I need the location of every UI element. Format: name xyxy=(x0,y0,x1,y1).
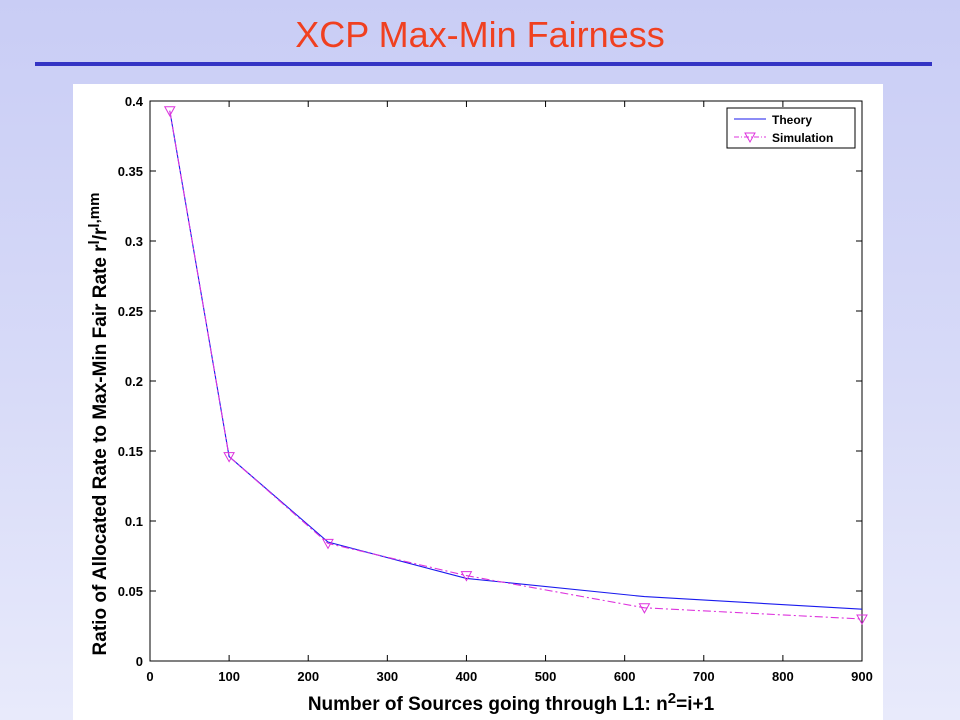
x-tick-label: 0 xyxy=(146,669,153,684)
y-tick-label: 0.15 xyxy=(118,444,143,459)
y-axis-label-mid: /r xyxy=(90,227,111,240)
y-tick-label: 0.2 xyxy=(125,374,143,389)
x-axis-label-main: Number of Sources going through L1: n xyxy=(308,694,668,715)
data-point-simulation xyxy=(163,106,176,117)
x-tick-label: 800 xyxy=(772,669,794,684)
legend: Theory Simulation xyxy=(726,107,856,149)
legend-label-simulation: Simulation xyxy=(772,131,833,145)
y-tick-label: 0.35 xyxy=(118,164,143,179)
x-tick-label: 400 xyxy=(456,669,478,684)
series-line-simulation xyxy=(169,110,863,620)
data-series xyxy=(163,106,868,626)
x-axis-label: Number of Sources going through L1: n2=i… xyxy=(308,690,715,715)
y-tick-label: 0.05 xyxy=(118,584,143,599)
data-point-simulation xyxy=(223,452,235,463)
data-point-simulation xyxy=(856,614,868,626)
y-axis-label: Ratio of Allocated Rate to Max-Min Fair … xyxy=(86,193,111,656)
y-axis-label-main: Ratio of Allocated Rate to Max-Min Fair … xyxy=(90,244,111,656)
axis-ticks: 0 100 200 300 400 500 600 700 800 900 0 0.05 0.1 0.15… xyxy=(118,94,873,684)
y-tick-label: 0 xyxy=(136,654,143,669)
x-axis-label-superscript: 2 xyxy=(668,690,676,707)
legend-label-theory: Theory xyxy=(772,113,812,127)
series-line-theory xyxy=(169,110,863,610)
data-point-simulation xyxy=(322,538,334,550)
x-tick-label: 900 xyxy=(851,669,873,684)
x-tick-label: 700 xyxy=(693,669,715,684)
y-tick-label: 0.3 xyxy=(125,234,143,249)
x-tick-label: 300 xyxy=(376,669,398,684)
y-tick-label: 0.25 xyxy=(118,304,143,319)
title-divider xyxy=(35,62,932,66)
x-tick-label: 600 xyxy=(614,669,636,684)
legend-box xyxy=(726,107,856,149)
plot-area xyxy=(149,100,863,662)
x-tick-label: 100 xyxy=(218,669,240,684)
x-tick-label: 200 xyxy=(297,669,319,684)
y-axis-label-sup2: l,mm xyxy=(86,193,103,228)
legend-marker-simulation xyxy=(744,132,756,144)
y-tick-label: 0.1 xyxy=(125,514,143,529)
x-tick-label: 500 xyxy=(535,669,557,684)
x-axis-label-tail: =i+1 xyxy=(676,694,714,715)
plot-panel: 0 100 200 300 400 500 600 700 800 900 0 0.05 0.1 0.15… xyxy=(73,84,883,720)
y-axis-label-sup: l xyxy=(86,240,103,244)
data-point-simulation xyxy=(638,603,651,614)
y-tick-label: 0.4 xyxy=(125,94,144,109)
chart: 0 100 200 300 400 500 600 700 800 900 0 0.05 0.1 0.15… xyxy=(86,94,873,715)
slide-title: XCP Max-Min Fairness xyxy=(295,14,665,55)
data-point-simulation xyxy=(460,571,473,582)
